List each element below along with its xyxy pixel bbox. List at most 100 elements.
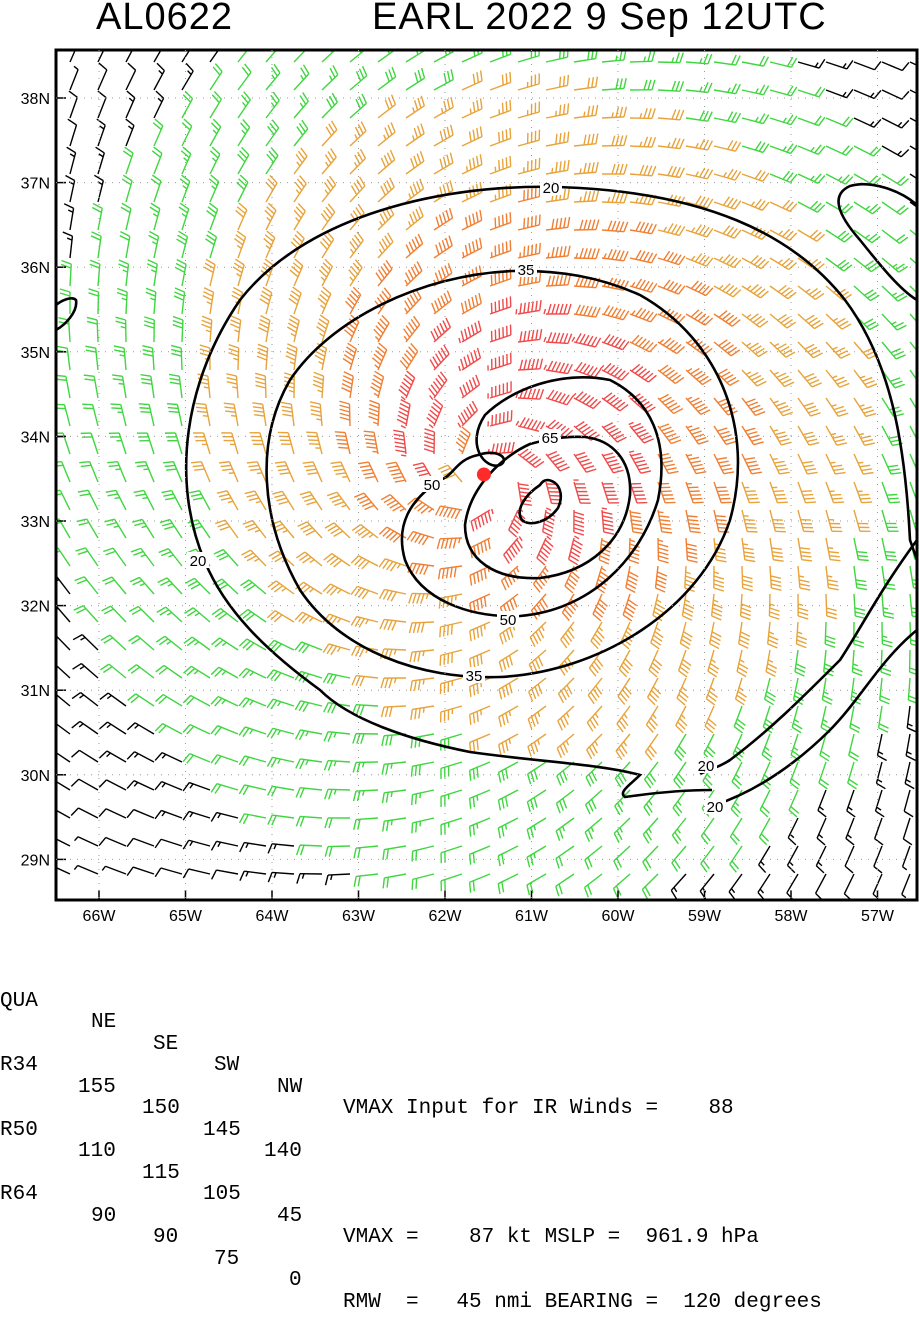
barb-feather [296, 816, 300, 826]
wind-barb [353, 790, 378, 801]
barb-feather [411, 681, 413, 691]
barb-feather [365, 505, 375, 509]
barb-half-feather [458, 423, 461, 428]
barb-feather [384, 155, 388, 165]
barb-feather [629, 572, 638, 577]
wind-barb [76, 548, 98, 566]
wind-barb [434, 180, 453, 202]
barb-feather [773, 560, 783, 561]
barb-half-feather [664, 227, 667, 231]
wind-barb [266, 175, 277, 202]
barb-feather [217, 491, 227, 493]
barb-half-feather [773, 430, 778, 431]
barb-feather [99, 780, 106, 788]
barb-half-feather [773, 459, 778, 460]
barb-feather [363, 473, 373, 475]
barb-feather [218, 523, 228, 526]
barb-feather [255, 381, 265, 384]
barb-half-feather [509, 739, 510, 744]
wind-barb [714, 197, 741, 209]
wind-barb [826, 538, 840, 561]
barb-feather [87, 317, 97, 320]
wind-barb [602, 423, 626, 442]
barb-feather [197, 411, 207, 412]
barb-feather [864, 410, 874, 413]
barb-half-feather [212, 158, 216, 162]
barb-feather [836, 410, 846, 413]
barb-feather [747, 531, 757, 532]
wind-barb [658, 424, 681, 444]
barb-half-feather [237, 245, 241, 248]
wind-barb [490, 100, 511, 118]
wind-barb [72, 721, 98, 734]
barb-half-feather [534, 825, 535, 830]
wind-barb [207, 203, 218, 230]
barb-feather [461, 413, 466, 422]
barb-feather [175, 292, 185, 296]
wind-barb [528, 706, 546, 729]
wind-barb [267, 757, 294, 767]
barb-feather [672, 109, 676, 119]
barb-feather [324, 703, 328, 712]
barb-half-feather [811, 176, 814, 180]
wind-barb [325, 523, 350, 538]
wind-barb [310, 402, 322, 426]
wind-barb [770, 115, 797, 125]
barb-half-feather [355, 162, 357, 167]
barb-feather [539, 215, 540, 225]
barb-feather [127, 810, 134, 818]
barb-feather [241, 550, 250, 555]
barb-feather [582, 462, 592, 465]
barb-feather [363, 66, 367, 76]
wind-barb [798, 87, 825, 97]
barb-half-feather [222, 700, 226, 704]
barb-feather [476, 212, 478, 222]
barb-feather [356, 705, 360, 715]
barb-feather [325, 789, 328, 799]
wind-barb [574, 105, 598, 118]
barb-feather [716, 556, 726, 558]
barb-feather [544, 524, 553, 528]
barb-feather [773, 491, 783, 492]
barb-feather [536, 359, 538, 369]
barb-feather [473, 130, 475, 140]
wind-barb [112, 375, 126, 398]
barb-feather [358, 462, 368, 464]
barb-half-feather [428, 509, 432, 512]
barb-feather [132, 609, 141, 614]
barb-feather [432, 303, 436, 313]
barb-feather [388, 97, 392, 107]
barb-half-feather [893, 264, 897, 267]
barb-feather [778, 469, 788, 471]
barb-feather [155, 753, 162, 761]
wind-barb [462, 238, 482, 258]
wind-barb [658, 365, 684, 383]
barb-feather [620, 107, 622, 117]
wind-barb [90, 260, 100, 286]
barb-feather [648, 51, 651, 61]
barb-feather [534, 770, 537, 780]
barb-feather [806, 469, 816, 471]
wind-barb [788, 818, 798, 845]
barb-feather [164, 526, 174, 529]
barb-half-feather [122, 298, 127, 300]
wind-barb [139, 404, 154, 426]
wind-barb [462, 293, 482, 314]
barb-feather [680, 53, 683, 63]
barb-feather [574, 532, 584, 535]
barb-feather [436, 245, 439, 255]
barb-half-feather [516, 421, 519, 425]
wind-barb [238, 147, 249, 174]
barb-feather [399, 407, 408, 412]
barb-feather [383, 821, 384, 831]
barb-feather [552, 333, 556, 343]
barb-feather [471, 352, 474, 362]
wind-barb [151, 175, 161, 202]
wind-barb [159, 549, 182, 566]
wind-barb [854, 286, 879, 301]
wind-barb [854, 202, 880, 214]
barb-feather [90, 260, 100, 264]
barb-half-feather [735, 802, 739, 806]
barb-feather [106, 551, 116, 554]
wind-barb [490, 240, 511, 258]
